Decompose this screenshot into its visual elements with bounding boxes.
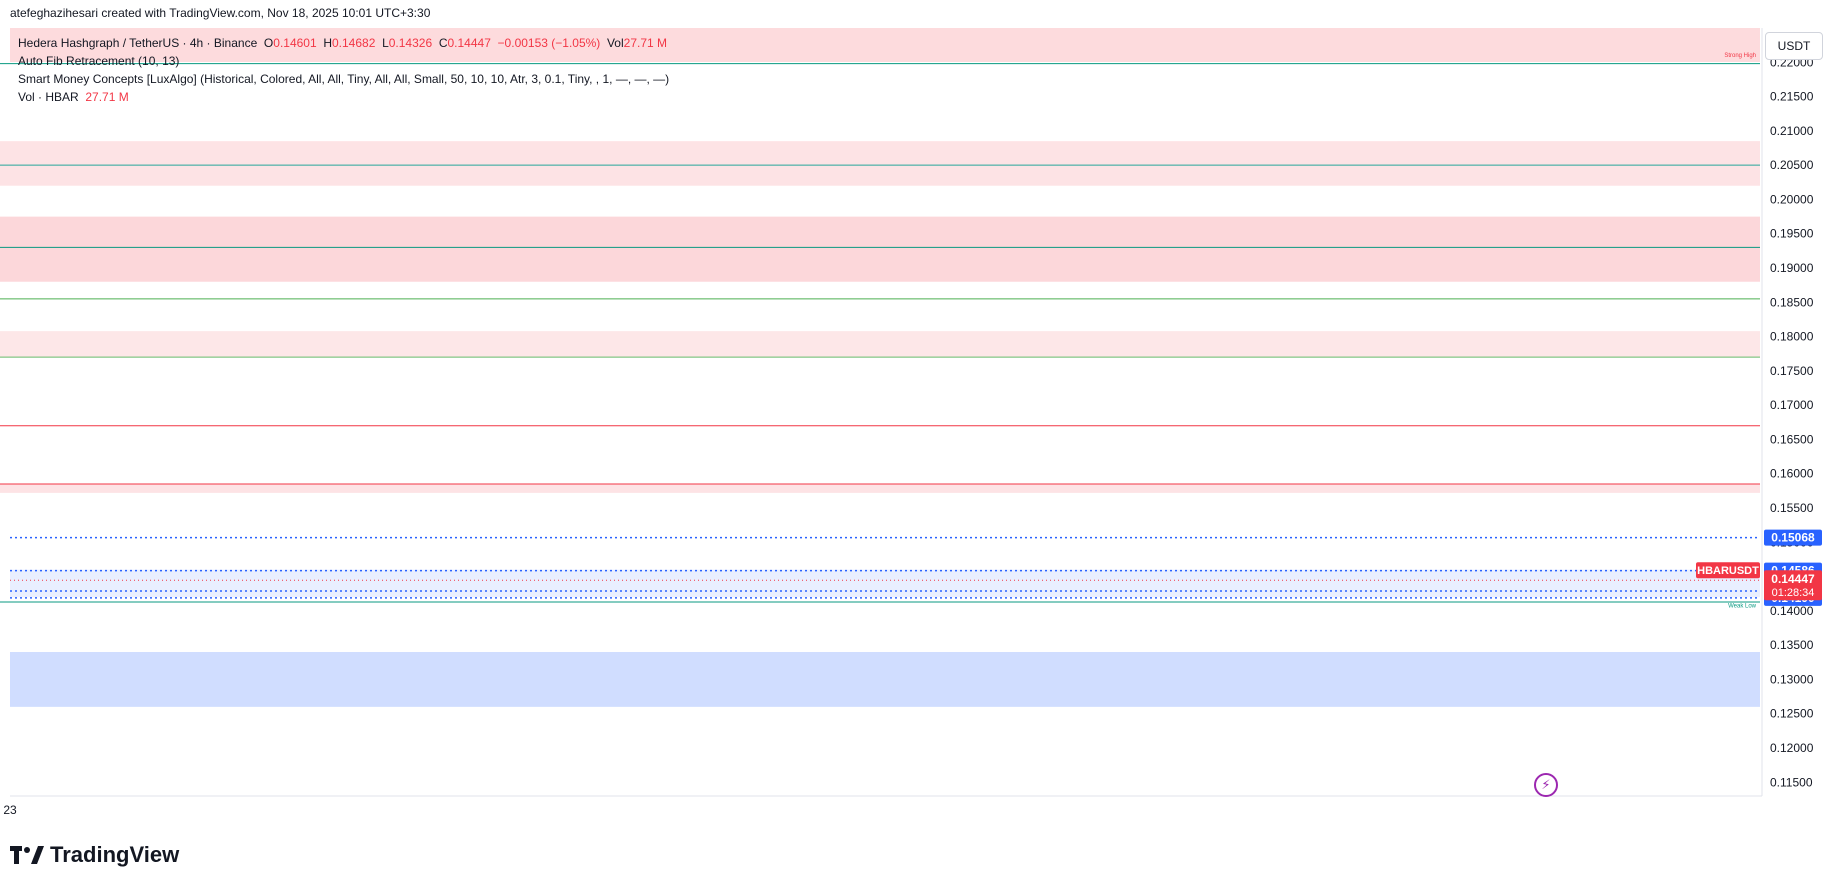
indicator-smc[interactable]: Smart Money Concepts [LuxAlgo] (Historic… — [18, 72, 670, 86]
price-tick-label: 0.19000 — [1770, 261, 1814, 275]
symbol-marker — [1696, 562, 1760, 579]
price-tick-label: 0.21000 — [1770, 124, 1814, 138]
price-tick-label: 0.21500 — [1770, 90, 1814, 104]
symbol-name[interactable]: Hedera Hashgraph / TetherUS · 4h · Binan… — [18, 36, 258, 50]
price-tick-label: 0.12500 — [1770, 707, 1814, 721]
chart-credit: atefeghazihesari created with TradingVie… — [10, 6, 431, 20]
change-value: −0.00153 (−1.05%) — [497, 36, 601, 50]
price-axis-marker — [1764, 529, 1822, 546]
price-tick-label: 0.17000 — [1770, 398, 1814, 412]
strong-high-label: Strong High — [1724, 53, 1756, 59]
brand-name: TradingView — [50, 842, 180, 867]
symbol-marker-label: HBARUSDT — [1697, 565, 1759, 577]
price-tick-label: 0.20500 — [1770, 158, 1814, 172]
plot-area[interactable] — [10, 28, 1760, 796]
weak-low-label: Weak Low — [1728, 603, 1757, 609]
price-tick-label: 0.11500 — [1770, 775, 1813, 789]
bar-countdown-label: 01:28:34 — [1772, 587, 1815, 599]
price-tick-label: 0.18000 — [1770, 330, 1814, 344]
price-tick-label: 0.12000 — [1770, 741, 1814, 755]
price-tick-label: 0.15500 — [1770, 501, 1814, 515]
supply-zone — [0, 141, 1760, 186]
price-tick-label: 0.13000 — [1770, 672, 1814, 686]
tradingview-logo-icon — [10, 846, 44, 864]
indicator-fib[interactable]: Auto Fib Retracement (10, 13) — [18, 54, 180, 68]
tradingview-logo[interactable]: TradingView — [10, 842, 179, 868]
premium-band — [10, 28, 1760, 62]
time-tick-label: 23 — [3, 803, 17, 817]
price-tick-label: 0.18500 — [1770, 295, 1814, 309]
price-tick-label: 0.16000 — [1770, 467, 1814, 481]
chart-legend: Hedera Hashgraph / TetherUS · 4h · Binan… — [18, 34, 669, 106]
discount-band — [10, 569, 1760, 598]
volume-value: 27.71 M — [623, 36, 668, 50]
high-value: 0.14682 — [332, 36, 376, 50]
last-price-label: 0.14447 — [1771, 572, 1815, 586]
last-price-marker — [1764, 570, 1822, 601]
price-tick-label: 0.17500 — [1770, 364, 1814, 378]
indicator-volume[interactable]: Vol · HBAR 27.71 M — [18, 90, 129, 104]
currency-button[interactable]: USDT — [1765, 32, 1823, 60]
price-tick-label: 0.19500 — [1770, 227, 1814, 241]
price-axis-marker-label: 0.15068 — [1771, 531, 1815, 545]
demand-box — [10, 652, 1760, 707]
open-value: 0.14601 — [273, 36, 317, 50]
close-value: 0.14447 — [447, 36, 491, 50]
price-tick-label: 0.16500 — [1770, 432, 1814, 446]
supply-zone — [0, 331, 1760, 358]
price-tick-label: 0.14000 — [1770, 604, 1814, 618]
price-tick-label: 0.20000 — [1770, 192, 1814, 206]
symbol-line[interactable]: Hedera Hashgraph / TetherUS · 4h · Binan… — [18, 36, 668, 50]
low-value: 0.14326 — [388, 36, 433, 50]
supply-zone — [0, 484, 1760, 493]
lightning-icon[interactable]: ⚡ — [1534, 773, 1558, 797]
price-tick-label: 0.13500 — [1770, 638, 1814, 652]
supply-zone — [0, 216, 1760, 282]
